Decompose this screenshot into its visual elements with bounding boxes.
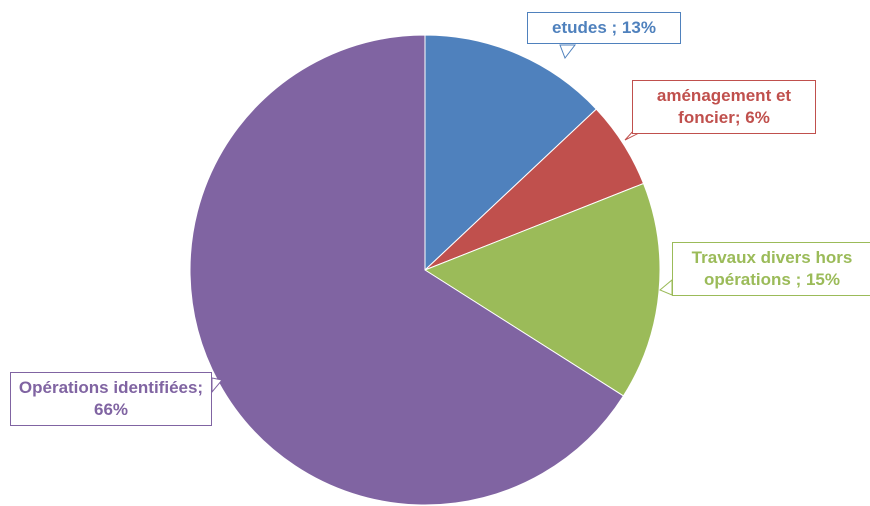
data-label: Opérations identifiées; 66% bbox=[10, 372, 212, 426]
data-label: Travaux divers hors opérations ; 15% bbox=[672, 242, 870, 296]
callout-tail bbox=[559, 44, 577, 60]
callout-tail bbox=[659, 278, 673, 296]
callout-tail bbox=[211, 377, 223, 394]
data-label: aménagement et foncier; 6% bbox=[632, 80, 816, 134]
data-label: etudes ; 13% bbox=[527, 12, 681, 44]
pie-slice bbox=[423, 182, 661, 397]
pie-slice bbox=[424, 34, 598, 272]
